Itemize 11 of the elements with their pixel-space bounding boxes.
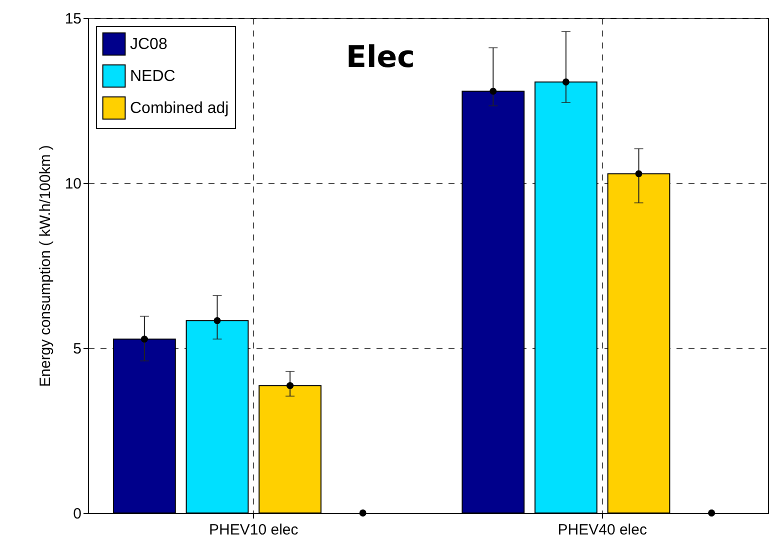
text: Elec (346, 40, 415, 75)
y-axis-title: Energy consumption ( kW.h/100km ) (36, 145, 54, 387)
legend-label: NEDC (130, 68, 176, 85)
x-tick-label: PHEV40 elec (558, 522, 648, 538)
y-tick-label: 10 (64, 176, 82, 192)
legend-label: Combined adj (130, 100, 229, 117)
y-tick-label: 15 (64, 10, 82, 28)
legend-label: JC08 (130, 36, 168, 53)
x-tick-label: PHEV10 elec (209, 522, 299, 538)
y-tick-label: 0 (73, 506, 82, 522)
y-tick-label: 5 (73, 340, 82, 358)
